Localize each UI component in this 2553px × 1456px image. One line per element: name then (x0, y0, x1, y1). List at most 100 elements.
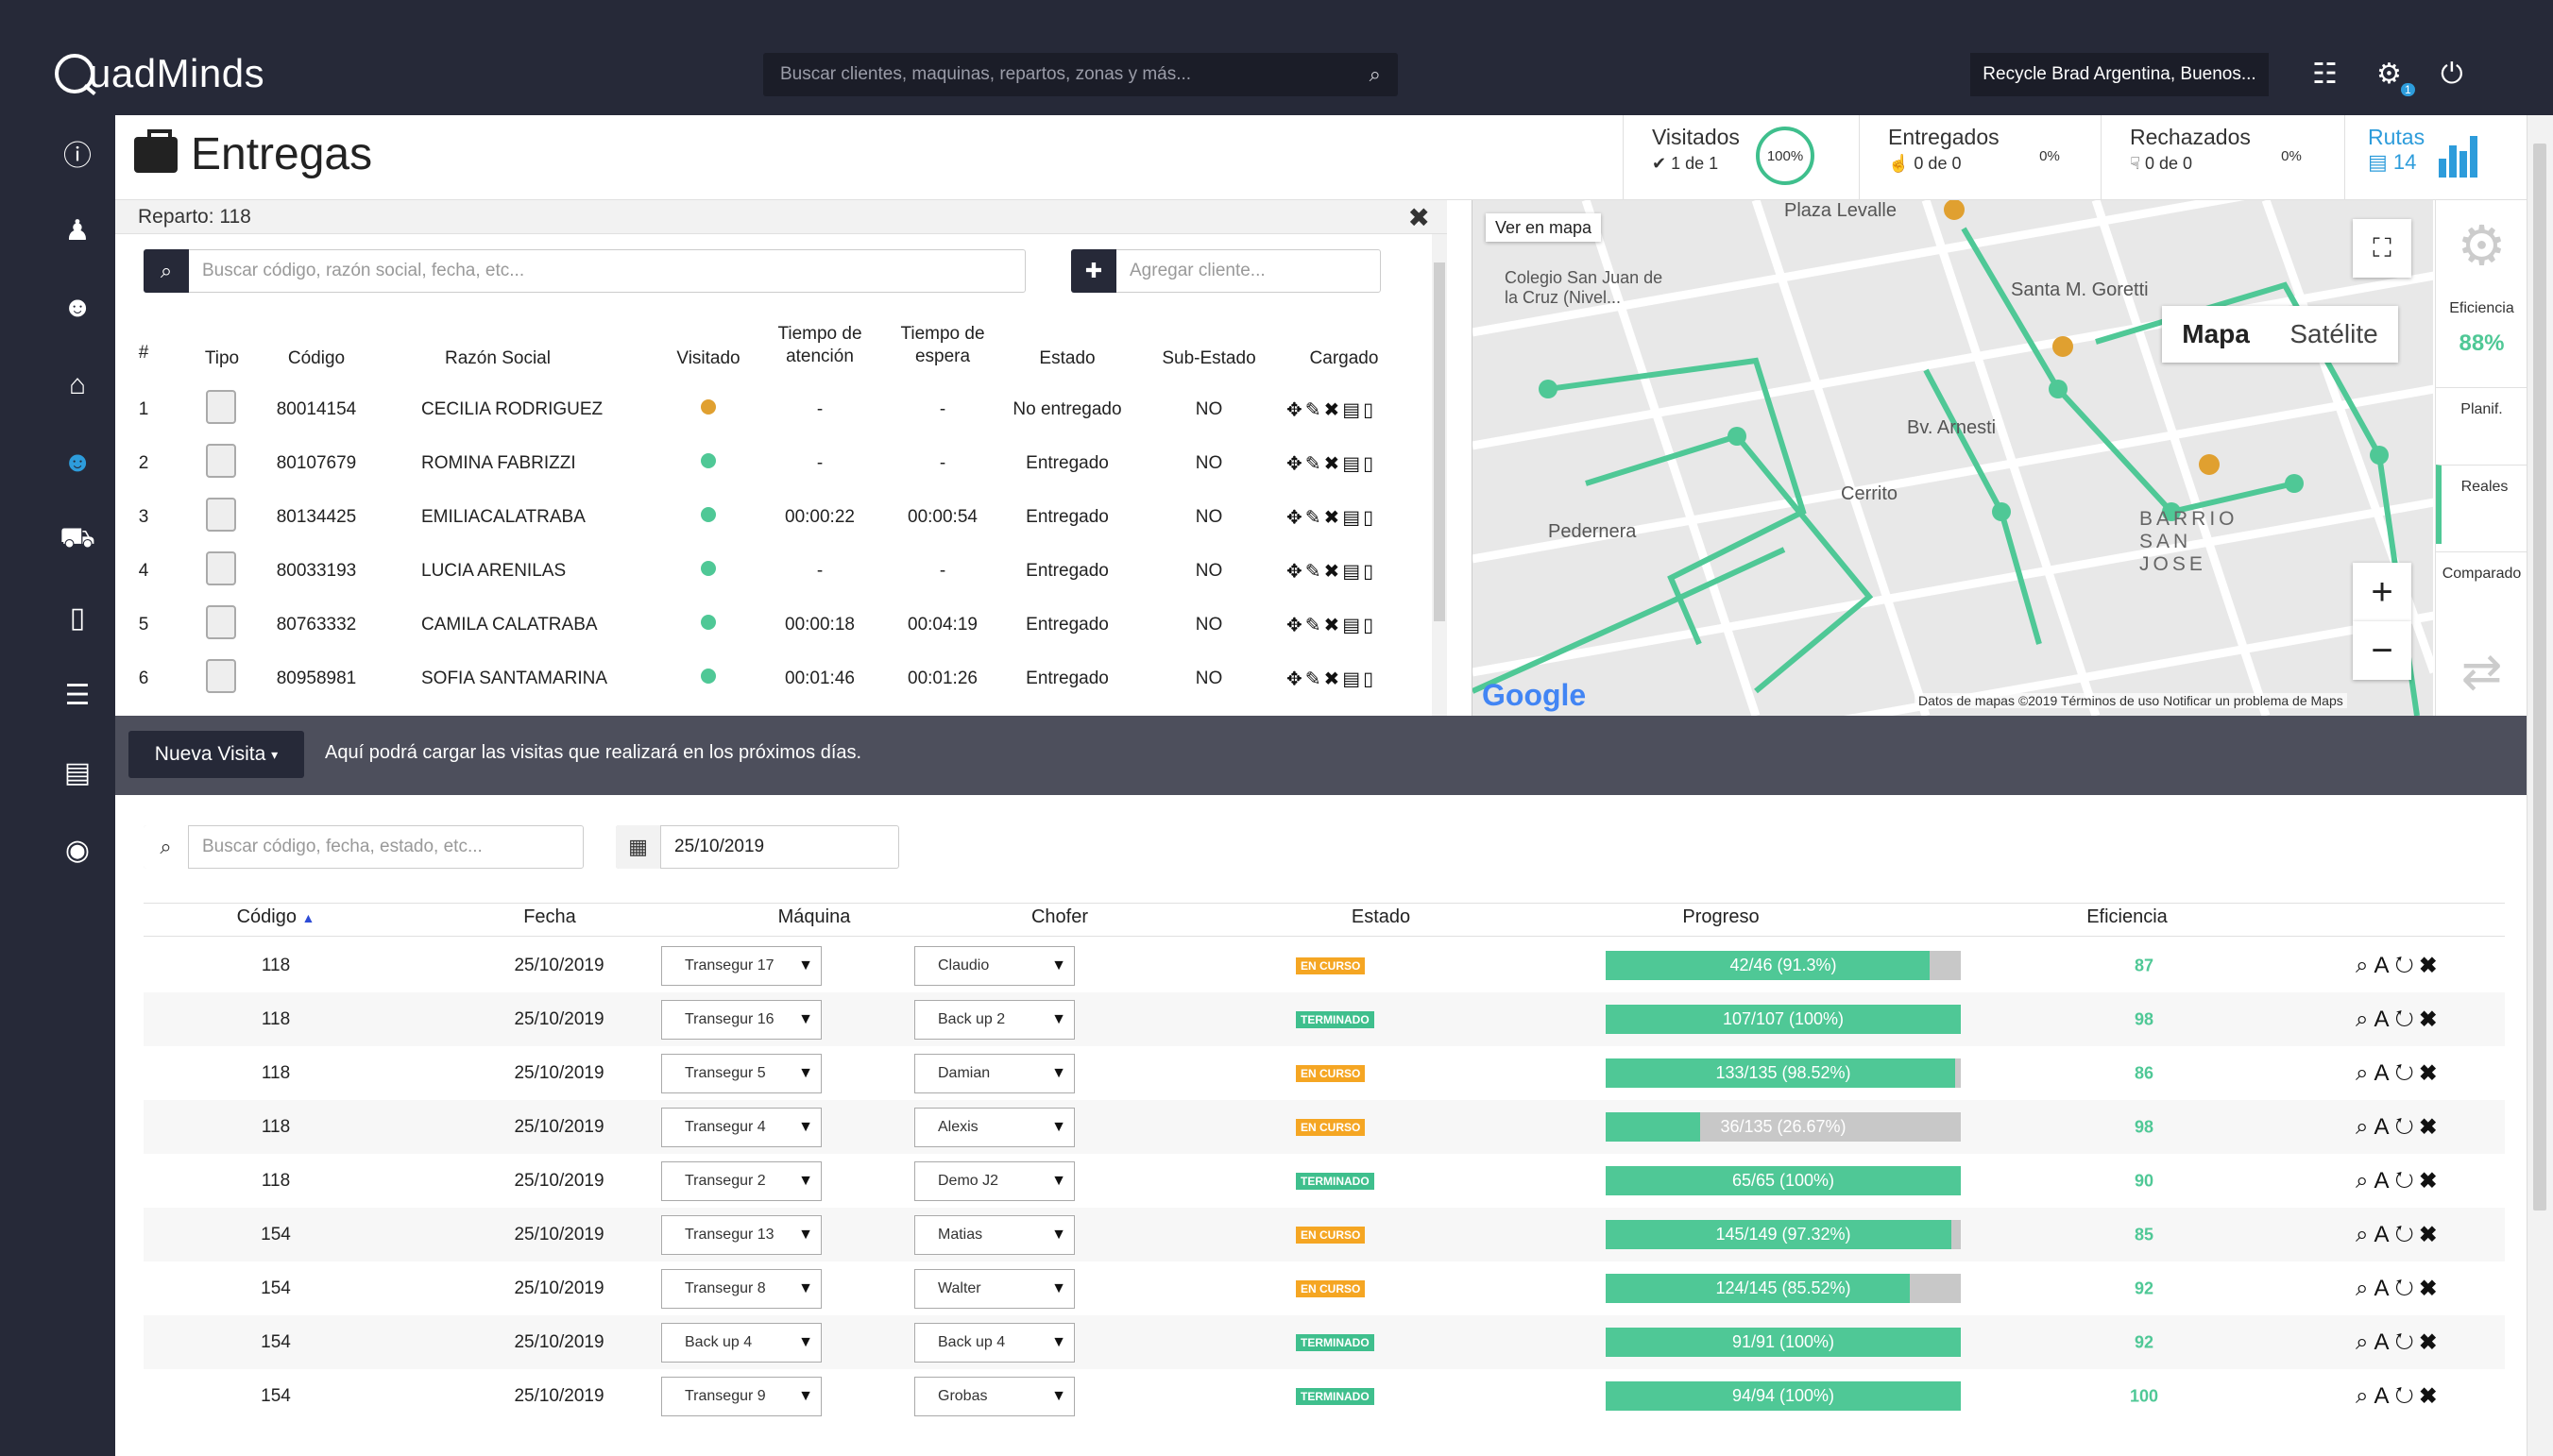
chofer-select[interactable]: Demo J2 ▼ (914, 1161, 1075, 1201)
stat-rutas[interactable]: Rutas ▤ 14 (2344, 115, 2529, 200)
col-chofer[interactable]: Chofer (1030, 906, 1089, 927)
col-subestado[interactable]: Sub-Estado (1162, 348, 1256, 368)
row-actions[interactable]: ✥✎✖▤▯ (1286, 453, 1377, 475)
map-type-satelite[interactable]: Satélite (2289, 319, 2378, 348)
zoom-out-button[interactable]: − (2353, 621, 2411, 680)
sidebar-location-icon[interactable]: ◉ (64, 834, 91, 866)
ver-en-mapa-button[interactable]: Ver en mapa (1486, 213, 1602, 242)
col-razon[interactable]: Razón Social (445, 348, 551, 368)
col-estado[interactable]: Estado (1039, 348, 1096, 368)
search-icon[interactable]: ⌕ (144, 825, 189, 869)
chofer-select[interactable]: Alexis ▼ (914, 1108, 1075, 1147)
chofer-select[interactable]: Back up 2 ▼ (914, 1000, 1075, 1040)
stat-entregados[interactable]: Entregados ☝ 0 de 0 0% (1859, 115, 2101, 200)
ruta-row[interactable]: 154 25/10/2019 Back up 4 ▼ Back up 4 ▼ TERMINA… (144, 1315, 2505, 1369)
sidebar-alert-icon[interactable]: ⓘ (63, 141, 92, 172)
row-actions[interactable]: ✥✎✖▤▯ (1286, 399, 1377, 421)
reparto-row[interactable]: 5 80763332 CAMILA CALATRABA 00:00:18 00:04:1… (115, 599, 1419, 652)
sidebar-home-icon[interactable]: ⌂ (68, 369, 87, 400)
search-icon[interactable]: ⌕ (144, 249, 189, 293)
ruta-actions[interactable]: ⌕A↻✖ (2356, 1113, 2442, 1140)
ruta-actions[interactable]: ⌕A↻✖ (2356, 1382, 2442, 1409)
row-actions[interactable]: ✥✎✖▤▯ (1286, 669, 1377, 690)
ruta-row[interactable]: 118 25/10/2019 Transegur 17 ▼ Claudio ▼ EN CUR… (144, 939, 2505, 992)
sidebar-deliveries-icon[interactable]: ☻ (62, 447, 93, 478)
row-actions[interactable]: ✥✎✖▤▯ (1286, 615, 1377, 636)
ruta-row[interactable]: 154 25/10/2019 Transegur 13 ▼ Matias ▼ EN CURS… (144, 1208, 2505, 1261)
map-view[interactable]: Ver en mapa Colegio San Juan de la Cruz … (1472, 200, 2433, 716)
page-scrollbar[interactable] (2527, 115, 2553, 1456)
sidebar-user-icon[interactable]: ☻ (62, 292, 93, 323)
col-num[interactable]: # (138, 343, 149, 363)
global-search-input[interactable]: Buscar clientes, maquinas, repartos, zon… (763, 53, 1398, 96)
planif-tab[interactable]: Planif. (2436, 387, 2527, 418)
app-logo[interactable]: uadMinds (55, 49, 264, 98)
chofer-select[interactable]: Grobas ▼ (914, 1377, 1075, 1416)
reparto-row[interactable]: 3 80134425 EMILIACALATRABA 00:00:22 00:00:54… (115, 491, 1419, 544)
ruta-actions[interactable]: ⌕A↻✖ (2356, 952, 2442, 978)
bar-chart-icon[interactable] (2439, 136, 2477, 178)
chofer-select[interactable]: Back up 4 ▼ (914, 1323, 1075, 1363)
reparto-row[interactable]: 4 80033193 LUCIA ARENILAS - - Entregado NO ✥✎✖▤… (115, 545, 1419, 598)
plus-icon[interactable]: ✚ (1071, 249, 1116, 293)
map-footer[interactable]: Datos de mapas ©2019 Términos de uso Not… (1915, 693, 2347, 708)
col-fecha[interactable]: Fecha (523, 906, 576, 927)
col-tipo[interactable]: Tipo (204, 348, 240, 368)
chofer-select[interactable]: Claudio ▼ (914, 946, 1075, 986)
ruta-actions[interactable]: ⌕A↻✖ (2356, 1006, 2442, 1032)
ruta-row[interactable]: 154 25/10/2019 Transegur 8 ▼ Walter ▼ EN CURSO… (144, 1261, 2505, 1315)
stat-visitados[interactable]: Visitados ✔ 1 de 1 100% (1623, 115, 1859, 200)
chofer-select[interactable]: Matias ▼ (914, 1215, 1075, 1255)
reparto-row[interactable]: 2 80107679 ROMINA FABRIZZI - - Entregado NO ✥✎✖… (115, 437, 1419, 490)
ruta-row[interactable]: 118 25/10/2019 Transegur 16 ▼ Back up 2 ▼ TERM… (144, 992, 2505, 1046)
comparado-tab[interactable]: Comparado (2436, 551, 2527, 583)
maquina-select[interactable]: Transegur 8 ▼ (661, 1269, 822, 1309)
calendar-icon[interactable]: ▦ (616, 825, 661, 869)
zoom-in-button[interactable]: + (2353, 563, 2411, 621)
maquina-select[interactable]: Transegur 9 ▼ (661, 1377, 822, 1416)
maquina-select[interactable]: Transegur 4 ▼ (661, 1108, 822, 1147)
row-actions[interactable]: ✥✎✖▤▯ (1286, 507, 1377, 529)
search-icon[interactable]: ⌕ (1369, 62, 1381, 86)
shuffle-icon[interactable]: ⇄ (2460, 645, 2503, 700)
col-visitado[interactable]: Visitado (676, 348, 740, 368)
close-icon[interactable]: ✖ (1407, 203, 1430, 232)
reales-tab[interactable]: Reales (2436, 465, 2527, 544)
sidebar-list-icon[interactable]: ☰ (64, 679, 91, 711)
ruta-actions[interactable]: ⌕A↻✖ (2356, 1221, 2442, 1247)
col-codigo[interactable]: Código (287, 348, 346, 368)
col-estado[interactable]: Estado (1351, 906, 1411, 927)
apps-grid-icon[interactable]: ☷ (2312, 59, 2338, 90)
sidebar-briefcase-icon[interactable]: ▤ (63, 756, 92, 788)
maquina-select[interactable]: Back up 4 ▼ (661, 1323, 822, 1363)
sidebar-truck-icon[interactable]: ⛟ (60, 522, 95, 553)
settings-gear-icon[interactable]: ⚙ (2376, 59, 2402, 90)
col-maquina[interactable]: Máquina (777, 906, 851, 927)
col-codigo[interactable]: Código ▲ (219, 906, 332, 928)
map-type-mapa[interactable]: Mapa (2182, 319, 2250, 348)
maquina-select[interactable]: Transegur 13 ▼ (661, 1215, 822, 1255)
ruta-row[interactable]: 154 25/10/2019 Transegur 9 ▼ Grobas ▼ TERMINAD… (144, 1369, 2505, 1423)
ruta-actions[interactable]: ⌕A↻✖ (2356, 1059, 2442, 1086)
row-actions[interactable]: ✥✎✖▤▯ (1286, 561, 1377, 583)
stat-rechazados[interactable]: Rechazados ☟ 0 de 0 0% (2101, 115, 2342, 200)
reparto-row[interactable]: 6 80958981 SOFIA SANTAMARINA 00:01:46 00:01:… (115, 652, 1419, 705)
company-selector[interactable]: Recycle Brad Argentina, Buenos... (1970, 53, 2269, 96)
ruta-row[interactable]: 118 25/10/2019 Transegur 5 ▼ Damian ▼ EN CURSO… (144, 1046, 2505, 1100)
ruta-actions[interactable]: ⌕A↻✖ (2356, 1329, 2442, 1355)
nueva-visita-button[interactable]: Nueva Visita ▾ (128, 731, 304, 778)
col-tiempo-atencion[interactable]: Tiempo de atención (777, 324, 862, 366)
power-icon[interactable]: ⏻ (2441, 59, 2463, 90)
col-eficiencia[interactable]: Eficiencia (2086, 906, 2168, 927)
maquina-select[interactable]: Transegur 2 ▼ (661, 1161, 822, 1201)
col-cargado[interactable]: Cargado (1309, 348, 1379, 368)
ruta-row[interactable]: 118 25/10/2019 Transegur 2 ▼ Demo J2 ▼ TERMINA… (144, 1154, 2505, 1208)
col-tiempo-espera[interactable]: Tiempo de espera (900, 324, 985, 366)
rutas-search-input[interactable]: ⌕ Buscar código, fecha, estado, etc... (144, 825, 584, 869)
reparto-scrollbar[interactable] (1432, 234, 1447, 716)
maquina-select[interactable]: Transegur 16 ▼ (661, 1000, 822, 1040)
chofer-select[interactable]: Walter ▼ (914, 1269, 1075, 1309)
add-client-input[interactable]: ✚ Agregar cliente... (1071, 249, 1381, 293)
date-picker[interactable]: ▦ 25/10/2019 (616, 825, 899, 869)
sidebar-groups-icon[interactable]: ♟ (64, 214, 91, 246)
